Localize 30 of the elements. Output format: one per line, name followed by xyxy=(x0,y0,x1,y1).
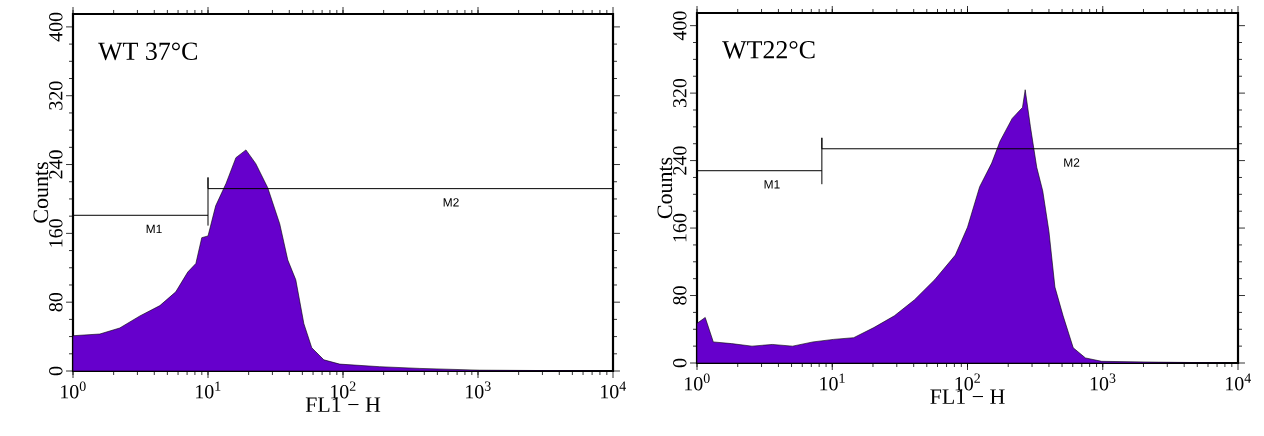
y-tick-label: 80 xyxy=(673,286,687,305)
y-tick-label: 400 xyxy=(49,12,63,42)
y-tick-label: 240 xyxy=(49,150,63,179)
x-tick-label: 10$^{4}$ xyxy=(1226,373,1251,391)
x-tick-label: 10$^{0}$ xyxy=(685,373,710,391)
y-axis-title: Counts xyxy=(657,157,673,219)
y-tick-label: 320 xyxy=(49,81,63,110)
x-tick-label: 10$^{0}$ xyxy=(61,381,86,399)
x-tick-label: 10$^{4}$ xyxy=(601,381,626,399)
y-tick-label: 160 xyxy=(49,219,63,247)
x-tick-label: 10$^{1}$ xyxy=(196,381,221,399)
x-tick-label: 10$^{3}$ xyxy=(1090,373,1116,391)
x-tick-label: 10$^{2}$ xyxy=(331,381,356,399)
series-label: M2 xyxy=(1064,158,1080,167)
text: WT22°C xyxy=(722,41,815,59)
x-tick-label: 10$^{2}$ xyxy=(955,373,980,391)
y-tick-label: 80 xyxy=(49,292,63,312)
y-tick-label: 0 xyxy=(673,358,687,368)
x-tick-label: 10$^{3}$ xyxy=(466,381,491,399)
y-tick-label: 0 xyxy=(49,366,63,376)
y-tick-label: 320 xyxy=(673,78,687,108)
y-tick-label: 400 xyxy=(673,11,687,41)
text: WT 37°C xyxy=(98,42,197,61)
y-tick-label: 160 xyxy=(673,213,687,242)
series-label: M1 xyxy=(764,180,780,189)
series-label: M2 xyxy=(443,198,459,207)
x-tick-label: 10$^{1}$ xyxy=(820,373,845,391)
y-tick-label: 240 xyxy=(673,146,687,175)
y-axis-title: Counts xyxy=(33,162,49,223)
series-label: M1 xyxy=(146,224,162,234)
